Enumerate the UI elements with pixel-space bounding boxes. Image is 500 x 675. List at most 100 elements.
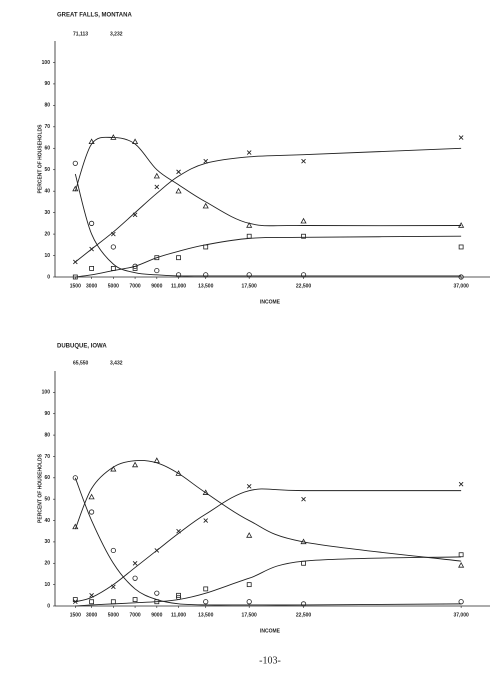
x-tick-label: 11,000 xyxy=(171,612,186,618)
fitted-curve xyxy=(74,173,462,277)
x-tick-label: 37,000 xyxy=(453,612,469,618)
data-point xyxy=(301,158,306,164)
x-axis-label: INCOME xyxy=(260,628,281,634)
marker-shape xyxy=(153,457,160,463)
marker-shape xyxy=(246,532,253,538)
marker-shape xyxy=(176,255,181,261)
data-point xyxy=(154,255,160,261)
chart-title: DUBUQUE, IOWA xyxy=(57,344,107,350)
marker-shape xyxy=(300,272,307,278)
page-number: -103- xyxy=(259,655,281,666)
marker-shape xyxy=(89,246,94,252)
marker-shape xyxy=(89,220,95,226)
marker-shape xyxy=(88,138,95,145)
data-point xyxy=(111,231,116,237)
y-tick-label: 90 xyxy=(44,81,50,87)
data-point xyxy=(203,586,209,592)
data-point xyxy=(132,597,138,602)
marker-shape xyxy=(300,217,307,224)
y-tick-label: 70 xyxy=(44,124,50,130)
marker-shape xyxy=(246,150,252,155)
data-point xyxy=(110,599,116,605)
data-point xyxy=(458,561,465,568)
marker-shape xyxy=(458,244,464,250)
x-tick-label: 5000 xyxy=(108,283,119,289)
marker-shape xyxy=(246,582,252,588)
marker-shape xyxy=(246,484,252,489)
data-point xyxy=(110,266,116,271)
marker-shape xyxy=(246,233,252,239)
marker-shape xyxy=(458,274,464,280)
data-point xyxy=(203,272,209,278)
data-point xyxy=(203,518,209,523)
data-point xyxy=(154,184,160,190)
data-point xyxy=(72,259,78,265)
marker-shape xyxy=(301,496,306,502)
marker-shape xyxy=(154,184,160,190)
data-point xyxy=(89,220,95,226)
data-point xyxy=(72,597,78,602)
data-point xyxy=(153,457,160,463)
data-point xyxy=(72,160,78,166)
x-tick-label: 13,500 xyxy=(198,283,214,289)
data-point xyxy=(246,484,252,489)
marker-shape xyxy=(203,272,209,278)
x-tick-label: 7000 xyxy=(130,283,141,289)
marker-shape xyxy=(110,134,117,140)
marker-shape xyxy=(154,599,160,605)
marker-shape xyxy=(176,528,181,534)
data-point xyxy=(72,274,78,280)
y-tick-label: 0 xyxy=(47,603,50,609)
data-point xyxy=(300,217,307,224)
data-point xyxy=(202,489,209,495)
y-tick-label: 20 xyxy=(44,561,50,567)
x-tick-label: 22,500 xyxy=(296,283,312,289)
data-point xyxy=(72,475,78,481)
y-tick-label: 80 xyxy=(44,432,50,438)
fitted-curve xyxy=(75,147,462,263)
marker-shape xyxy=(132,560,138,566)
y-tick-label: 50 xyxy=(44,497,50,503)
marker-shape xyxy=(202,489,209,495)
data-point xyxy=(246,233,252,239)
data-point xyxy=(89,266,95,271)
y-tick-label: 20 xyxy=(44,231,50,237)
y-tick-label: 40 xyxy=(44,189,50,195)
marker-shape xyxy=(175,272,182,278)
y-tick-label: 80 xyxy=(44,103,50,109)
marker-shape xyxy=(153,172,160,179)
y-tick-label: 100 xyxy=(42,60,51,66)
chart-title: GREAT FALLS, MONTANA xyxy=(57,13,132,19)
marker-shape xyxy=(154,548,160,553)
marker-shape xyxy=(175,187,182,194)
marker-shape xyxy=(111,584,116,590)
y-tick-label: 30 xyxy=(44,539,50,545)
data-point xyxy=(246,582,252,588)
y-tick-label: 10 xyxy=(44,582,50,588)
data-point xyxy=(175,187,182,194)
marker-shape xyxy=(110,547,116,554)
marker-shape xyxy=(300,601,307,607)
fitted-curve xyxy=(75,235,462,278)
x-axis-label: INCOME xyxy=(260,299,281,305)
data-point xyxy=(458,244,464,250)
marker-shape xyxy=(132,597,138,602)
data-point xyxy=(176,169,181,175)
x-tick-label: 5000 xyxy=(108,612,119,618)
data-point xyxy=(110,244,116,250)
y-tick-label: 40 xyxy=(44,518,50,524)
y-tick-label: 60 xyxy=(44,475,50,481)
data-point xyxy=(89,246,94,252)
y-tick-label: 100 xyxy=(42,390,51,396)
marker-shape xyxy=(176,169,181,175)
marker-shape xyxy=(154,590,160,596)
y-tick-label: 10 xyxy=(44,253,50,259)
x-tick-label: 11,000 xyxy=(171,283,186,289)
data-point xyxy=(301,496,306,502)
marker-shape xyxy=(72,523,79,530)
marker-shape xyxy=(89,509,95,515)
marker-shape xyxy=(458,481,464,487)
fitted-curve xyxy=(74,460,462,562)
data-point xyxy=(111,584,116,590)
